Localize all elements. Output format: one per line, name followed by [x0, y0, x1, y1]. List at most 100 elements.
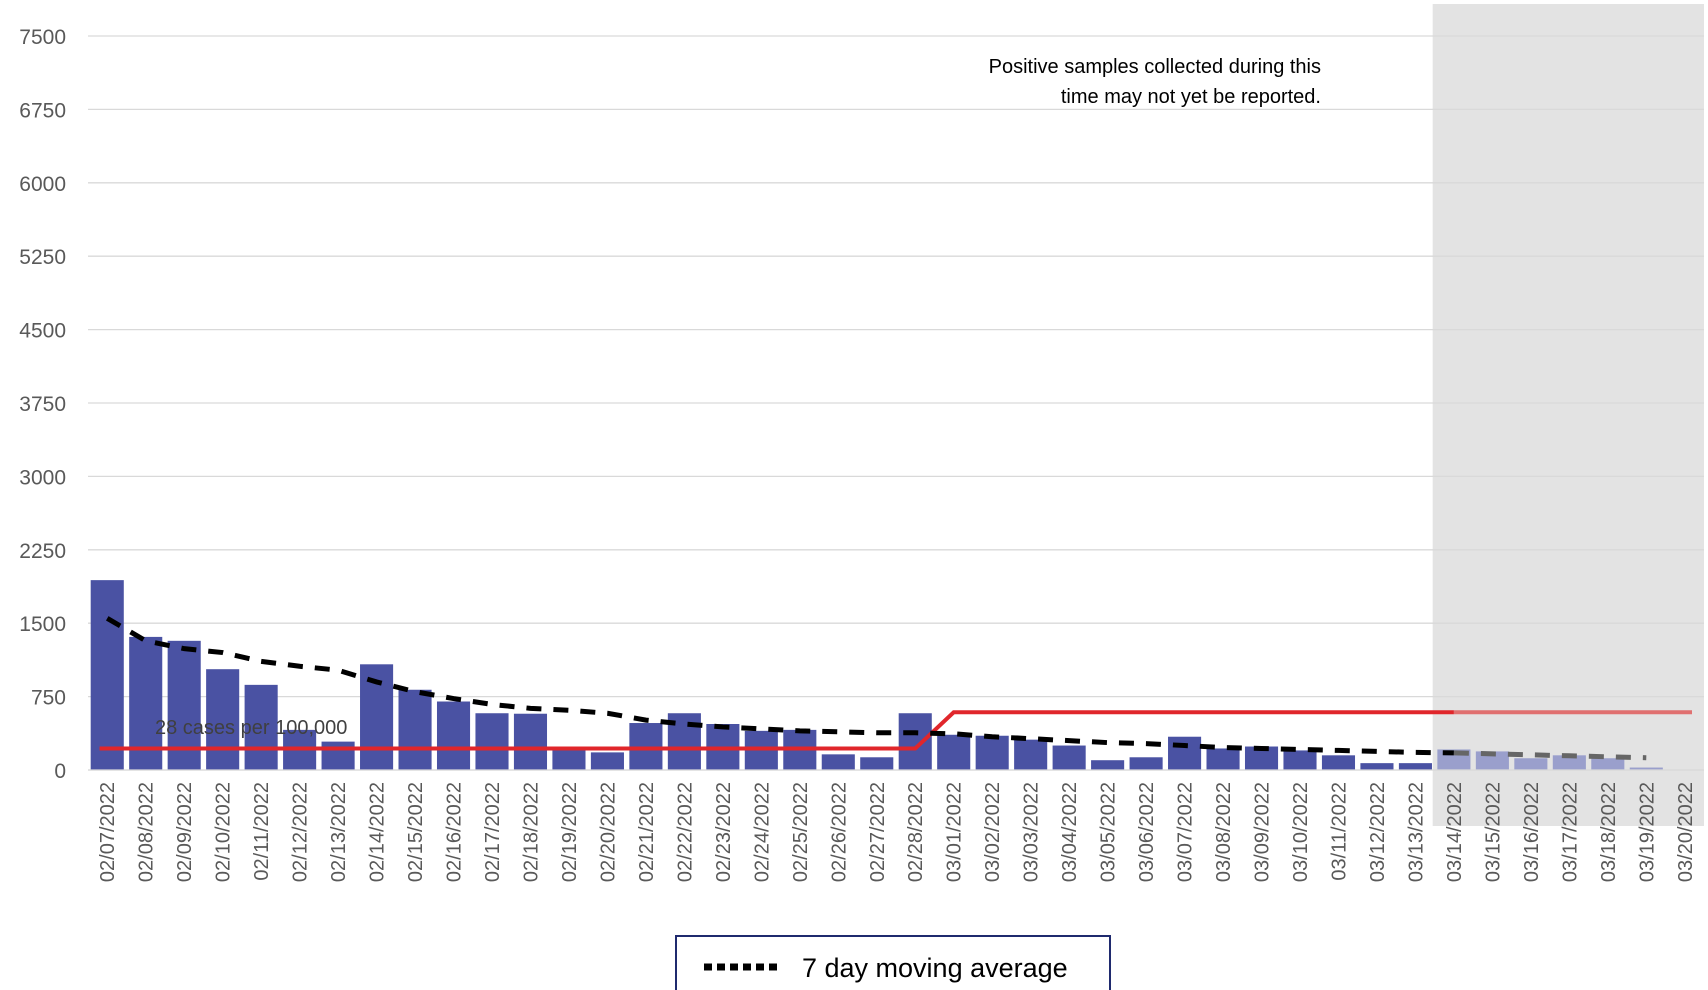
x-tick-label: 03/03/2022 — [1021, 782, 1043, 882]
bar — [1283, 750, 1317, 770]
bar — [206, 669, 240, 770]
bar — [821, 754, 855, 770]
x-tick-label: 03/12/2022 — [1367, 782, 1389, 882]
bar — [860, 757, 894, 770]
x-tick-label: 03/05/2022 — [1098, 782, 1120, 882]
x-tick-label: 02/08/2022 — [136, 782, 158, 882]
x-tick-label: 02/24/2022 — [751, 782, 773, 882]
bars — [90, 580, 1663, 770]
bar — [436, 701, 471, 770]
x-tick-label: 03/11/2022 — [1328, 782, 1350, 881]
y-tick-label: 6000 — [19, 173, 66, 196]
bar — [244, 684, 278, 770]
x-tick-label: 02/09/2022 — [174, 782, 196, 882]
x-tick-label: 03/02/2022 — [982, 782, 1004, 882]
x-tick-label: 02/25/2022 — [790, 782, 812, 882]
bar — [898, 713, 932, 770]
bar — [475, 713, 509, 770]
x-tick-label: 03/10/2022 — [1290, 782, 1312, 882]
x-tick-label: 03/13/2022 — [1405, 782, 1427, 882]
moving-average-segment — [105, 616, 1454, 756]
y-tick-label: 5250 — [19, 246, 66, 269]
x-tick-label: 03/04/2022 — [1059, 782, 1081, 882]
x-tick-label: 03/18/2022 — [1598, 782, 1620, 882]
legend: 7 day moving average — [675, 935, 1111, 990]
x-tick-label: 03/17/2022 — [1559, 782, 1581, 882]
x-tick-label: 03/16/2022 — [1521, 782, 1543, 882]
x-tick-label: 02/17/2022 — [482, 782, 504, 882]
x-tick-label: 03/14/2022 — [1444, 782, 1466, 882]
bar — [1360, 763, 1394, 770]
moving-average-segment-pending — [1453, 750, 1647, 761]
moving-average-line — [105, 616, 1647, 761]
y-tick-label: 3750 — [19, 393, 66, 416]
pending-data-shaded-region — [1432, 4, 1704, 826]
bar — [1206, 748, 1240, 770]
x-tick-label: 02/18/2022 — [520, 782, 542, 882]
bar — [1321, 755, 1356, 770]
x-tick-label: 03/19/2022 — [1636, 782, 1658, 882]
x-tick-label: 02/27/2022 — [867, 782, 889, 882]
x-tick-label: 02/22/2022 — [674, 782, 696, 882]
y-tick-label: 4500 — [19, 320, 66, 343]
bar — [398, 689, 432, 770]
bar — [90, 580, 124, 770]
bar — [513, 713, 548, 770]
bar — [1514, 758, 1548, 770]
y-tick-label: 3000 — [19, 466, 66, 489]
x-tick-label: 02/11/2022 — [251, 782, 273, 881]
bar — [1129, 757, 1163, 770]
y-tick-label: 750 — [31, 687, 66, 710]
x-tick-label: 03/06/2022 — [1136, 782, 1158, 882]
x-tick-label: 02/16/2022 — [444, 782, 466, 882]
legend-box — [675, 935, 1111, 990]
y-tick-label: 6750 — [19, 99, 66, 122]
bar — [167, 640, 201, 770]
y-tick-label: 2250 — [19, 540, 66, 563]
bar — [937, 734, 971, 770]
x-tick-label: 02/20/2022 — [597, 782, 619, 882]
x-axis: 02/07/2022 02/08/2022 02/09/2022 02/10/2022… — [88, 769, 1704, 882]
bar — [590, 752, 624, 770]
bar — [1091, 760, 1125, 770]
x-tick-label: 02/23/2022 — [713, 782, 735, 882]
x-tick-label: 02/15/2022 — [405, 782, 427, 882]
x-tick-label: 03/08/2022 — [1213, 782, 1235, 882]
x-tick-label: 03/09/2022 — [1252, 782, 1274, 882]
x-tick-label: 03/01/2022 — [944, 782, 966, 882]
bar — [1552, 755, 1586, 770]
bar — [1168, 736, 1202, 770]
x-tick-label: 02/19/2022 — [559, 782, 581, 882]
bar — [1014, 739, 1048, 770]
x-tick-label: 02/07/2022 — [97, 782, 119, 882]
legend-label-moving-average: 7 day moving average — [802, 953, 1068, 983]
bar — [1398, 763, 1432, 770]
bar — [552, 746, 586, 770]
bar — [1244, 746, 1279, 770]
threshold-label: 28 cases per 100,000 — [155, 717, 347, 739]
x-tick-label: 02/10/2022 — [213, 782, 235, 882]
bar — [1052, 745, 1086, 770]
threshold-line — [99, 710, 1692, 751]
gridlines — [88, 35, 1704, 771]
y-tick-label: 7500 — [19, 26, 66, 49]
bar — [321, 741, 355, 770]
threshold-line-segment — [99, 710, 1454, 751]
x-tick-label: 02/12/2022 — [290, 782, 312, 882]
x-tick-label: 03/20/2022 — [1675, 782, 1697, 882]
x-tick-label: 02/14/2022 — [367, 782, 389, 882]
bar — [1629, 767, 1663, 770]
y-tick-label: 1500 — [19, 613, 66, 636]
pending-data-note-line-2: time may not yet be reported. — [1061, 86, 1321, 108]
bar — [975, 735, 1009, 770]
pending-data-note-line-1: Positive samples collected during this — [989, 56, 1321, 78]
y-axis: 0 750 1500 2250 3000 3750 4500 5250 6000 6750 7500 — [19, 26, 66, 783]
x-tick-label: 03/07/2022 — [1175, 782, 1197, 882]
y-tick-label: 0 — [54, 760, 66, 783]
bar — [1591, 758, 1625, 770]
x-tick-label: 02/28/2022 — [905, 782, 927, 882]
x-tick-label: 02/13/2022 — [328, 782, 350, 882]
x-tick-label: 03/15/2022 — [1482, 782, 1504, 882]
x-tick-label: 02/26/2022 — [828, 782, 850, 882]
